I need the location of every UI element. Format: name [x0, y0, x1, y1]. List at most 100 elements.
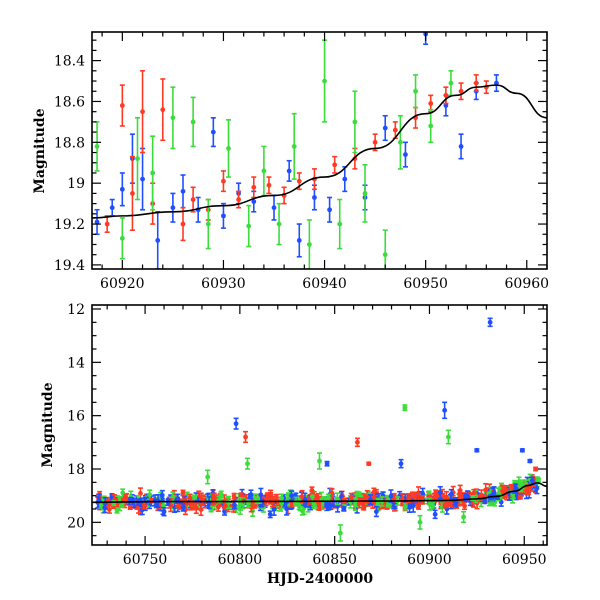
red-point	[251, 176, 257, 199]
band-point	[517, 494, 523, 500]
band-point	[334, 492, 340, 506]
blue-point	[398, 458, 404, 469]
red-point	[160, 78, 166, 142]
data-point	[192, 494, 198, 500]
data-point	[226, 146, 231, 151]
green-point	[448, 70, 454, 97]
blue-point	[140, 147, 146, 211]
data-point	[494, 80, 499, 86]
data-point	[251, 184, 257, 190]
data-point	[332, 162, 338, 168]
data-point	[119, 103, 125, 108]
red-point	[119, 84, 125, 127]
data-point	[266, 182, 272, 188]
data-point	[334, 496, 340, 502]
data-point	[309, 487, 315, 493]
green-point	[317, 452, 322, 470]
model-curve	[92, 482, 547, 504]
data-point	[461, 514, 466, 520]
x-tick-label: 60950	[403, 276, 448, 292]
data-point	[141, 502, 147, 508]
data-point	[296, 237, 302, 243]
green-point	[461, 510, 467, 524]
data-point	[471, 490, 477, 496]
green-point	[205, 469, 211, 485]
data-point	[135, 156, 140, 162]
data-point	[193, 505, 199, 511]
y-tick-label: 18	[67, 462, 85, 478]
data-point	[352, 119, 358, 125]
data-point	[284, 506, 289, 512]
data-point	[417, 519, 423, 525]
data-point	[517, 494, 523, 500]
red-point	[332, 155, 338, 174]
x-tick-label: 60920	[100, 276, 145, 292]
data-point	[322, 78, 327, 84]
green-point	[413, 74, 419, 109]
data-point	[150, 170, 156, 176]
green-point	[119, 217, 125, 260]
data-point	[397, 139, 403, 145]
data-point	[147, 492, 153, 498]
red-point	[190, 186, 196, 213]
data-point	[337, 221, 343, 227]
green-point	[417, 514, 423, 530]
top-panel: 60920 60930 60940 60950 60960 18.4 18.6 18.8 19 1…	[32, 31, 549, 292]
data-point	[512, 485, 518, 490]
top-plot-frame	[91, 31, 548, 270]
data-point	[327, 207, 333, 213]
blue-point	[382, 114, 388, 142]
x-tick-label: 60800	[218, 552, 263, 568]
blue-point	[210, 117, 216, 148]
green-point	[246, 204, 252, 248]
data-point	[402, 504, 408, 510]
data-point	[140, 176, 145, 182]
data-point	[130, 191, 135, 196]
data-point	[317, 458, 322, 464]
data-point	[448, 80, 454, 86]
y-tick-label: 19.4	[54, 258, 85, 274]
data-point	[198, 507, 204, 512]
data-point	[534, 485, 540, 491]
red-point	[458, 82, 464, 101]
data-point	[161, 503, 166, 508]
data-point	[366, 461, 372, 467]
blue-point	[519, 447, 525, 453]
data-point	[296, 178, 302, 184]
data-point	[180, 188, 186, 194]
band-point	[427, 497, 433, 511]
data-point	[457, 488, 463, 493]
x-tick-label: 60940	[302, 276, 347, 292]
y-tick-label: 14	[67, 355, 85, 371]
green-point	[445, 429, 451, 445]
data-point	[210, 129, 216, 135]
green-point	[322, 39, 328, 123]
y-tick-label: 16	[67, 409, 85, 425]
data-point	[324, 502, 330, 508]
data-point	[312, 195, 317, 200]
data-point	[353, 497, 359, 503]
data-point	[527, 458, 533, 464]
data-point	[119, 503, 125, 508]
green-point	[306, 219, 312, 269]
data-point	[529, 478, 535, 484]
data-point	[170, 205, 176, 211]
data-point	[104, 221, 110, 227]
data-point	[127, 505, 133, 510]
bottom-panel: 60750 60800 60850 60900 60950 12 14 16 18 20 Magn…	[40, 302, 548, 587]
red-point	[140, 70, 146, 154]
green-point	[352, 90, 358, 154]
green-point	[244, 457, 250, 470]
red-point	[243, 430, 249, 444]
green-point	[150, 135, 156, 211]
data-point	[464, 493, 470, 499]
data-point	[309, 494, 315, 499]
green-point	[276, 202, 282, 246]
data-point	[448, 491, 454, 497]
green-point	[205, 198, 211, 250]
band-point	[248, 501, 254, 513]
band-point	[135, 498, 141, 506]
data-point	[473, 80, 479, 86]
green-point	[226, 119, 231, 178]
